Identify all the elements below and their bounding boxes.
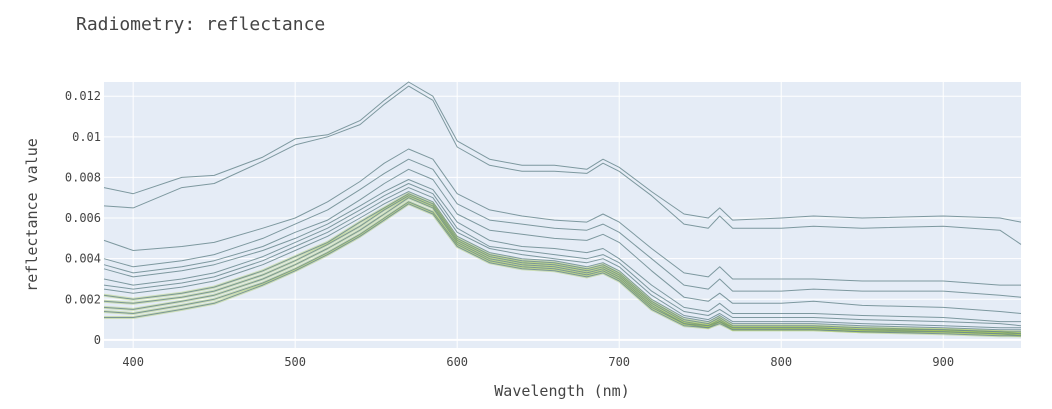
- series-line: [103, 179, 1021, 323]
- chart-title: Radiometry: reflectance: [76, 14, 325, 35]
- series-line: [103, 168, 1022, 314]
- x-axis-label: Wavelength (nm): [494, 382, 629, 400]
- plot-area: [104, 82, 1021, 348]
- y-tick-label: 0.012: [65, 89, 101, 103]
- series-line: [103, 158, 1022, 298]
- y-tick-label: 0.002: [65, 292, 101, 306]
- series-line: [103, 81, 1022, 223]
- series-line: [103, 85, 1022, 245]
- x-tick-label: 700: [608, 355, 630, 369]
- series-lines: [103, 81, 1022, 338]
- series-line: [103, 148, 1021, 286]
- x-tick-label: 800: [770, 355, 792, 369]
- x-axis-ticks: 400 500 600 700 800 900: [122, 355, 954, 369]
- series-line: [103, 197, 1021, 335]
- series-line: [103, 191, 1021, 331]
- y-axis-ticks: 0 0.002 0.004 0.006 0.008 0.01 0.012: [65, 89, 101, 347]
- x-tick-label: 400: [122, 355, 144, 369]
- x-tick-label: 600: [446, 355, 468, 369]
- y-tick-label: 0.008: [65, 170, 101, 184]
- y-tick-label: 0.004: [65, 252, 101, 266]
- series-line: [104, 203, 1021, 337]
- series-line: [103, 187, 1021, 329]
- y-tick-label: 0: [94, 333, 101, 347]
- x-tick-label: 900: [932, 355, 954, 369]
- y-tick-label: 0.01: [72, 130, 101, 144]
- y-axis-label: reflectance value: [23, 138, 41, 292]
- y-tick-label: 0.006: [65, 211, 101, 225]
- x-tick-label: 500: [284, 355, 306, 369]
- series-line: [103, 183, 1022, 327]
- series-line: [103, 193, 1021, 333]
